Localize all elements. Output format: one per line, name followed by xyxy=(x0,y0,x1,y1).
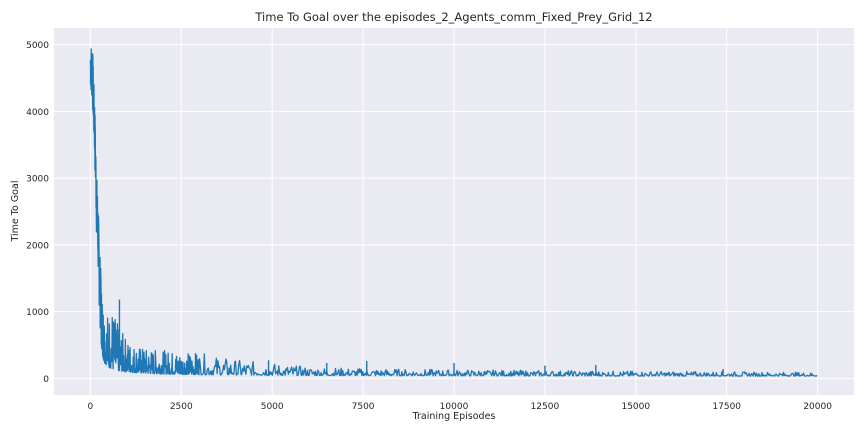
x-tick-label: 17500 xyxy=(712,402,741,412)
x-tick-label: 15000 xyxy=(621,402,650,412)
x-tick-label: 7500 xyxy=(352,402,375,412)
series-layer xyxy=(89,48,818,377)
x-tick-label: 12500 xyxy=(531,402,560,412)
y-tick-label: 5000 xyxy=(26,41,49,51)
x-tick-label: 2500 xyxy=(170,402,193,412)
grid-lines xyxy=(54,28,854,395)
x-tick-label: 0 xyxy=(87,402,93,412)
y-tick-label: 3000 xyxy=(26,175,49,185)
y-tick-label: 4000 xyxy=(26,108,49,118)
y-tick-label: 2000 xyxy=(26,241,49,251)
x-tick-label: 10000 xyxy=(440,402,469,412)
tick-labels: 0 2500 5000 7500 10000 12500 15000 17500 20000 0 1… xyxy=(26,41,832,412)
x-axis-label: Training Episodes xyxy=(412,411,496,422)
series-line xyxy=(89,48,818,377)
y-tick-label: 0 xyxy=(43,375,49,385)
x-tick-label: 20000 xyxy=(803,402,832,412)
x-tick-label: 5000 xyxy=(261,402,284,412)
chart-title: Time To Goal over the episodes_2_Agents_… xyxy=(254,10,652,24)
y-axis-label: Time To Goal xyxy=(10,181,21,243)
y-tick-label: 1000 xyxy=(26,308,49,318)
